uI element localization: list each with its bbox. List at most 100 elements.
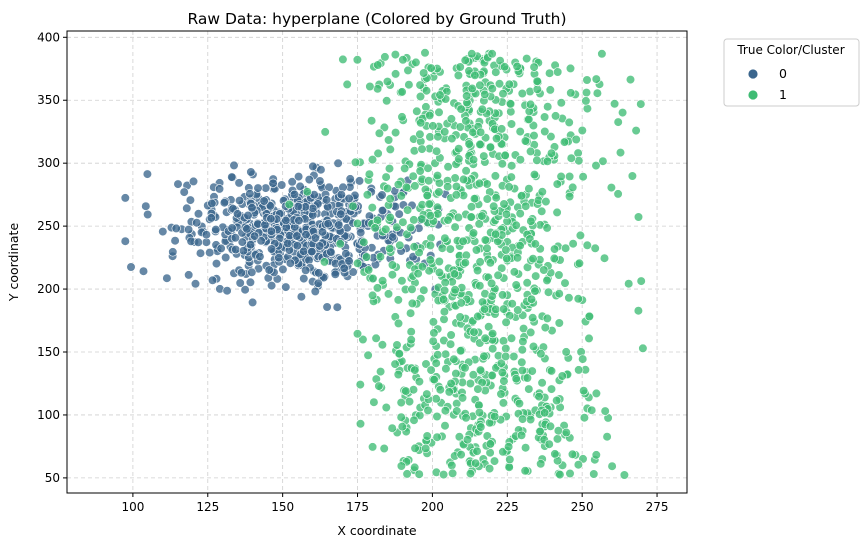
ticks: 100 125 150 175 200 225 250 275 50 100 150 200 250 30… bbox=[37, 30, 668, 514]
y-tick-label: 250 bbox=[37, 219, 60, 233]
x-tick-label: 225 bbox=[496, 500, 519, 514]
x-tick-label: 100 bbox=[121, 500, 144, 514]
data-point-1 bbox=[415, 80, 425, 90]
data-point-1 bbox=[561, 347, 571, 357]
data-point-1 bbox=[474, 407, 485, 418]
data-point-0 bbox=[310, 233, 321, 243]
data-point-1 bbox=[527, 366, 537, 376]
data-point-1 bbox=[521, 201, 531, 211]
data-point-0 bbox=[268, 178, 278, 188]
data-point-1 bbox=[352, 218, 363, 229]
data-point-1 bbox=[506, 333, 517, 343]
data-point-1 bbox=[638, 343, 648, 353]
data-point-1 bbox=[348, 201, 358, 211]
data-point-0 bbox=[322, 195, 332, 205]
data-point-1 bbox=[390, 49, 401, 60]
data-point-1 bbox=[515, 155, 526, 165]
data-point-1 bbox=[428, 317, 439, 327]
data-point-1 bbox=[515, 127, 525, 137]
data-point-1 bbox=[447, 460, 457, 471]
data-point-1 bbox=[451, 369, 461, 379]
data-point-1 bbox=[477, 211, 487, 221]
data-point-1 bbox=[460, 55, 470, 65]
data-point-1 bbox=[504, 182, 514, 192]
data-point-1 bbox=[598, 156, 608, 166]
data-point-1 bbox=[624, 279, 634, 289]
data-point-1 bbox=[406, 327, 416, 337]
data-point-1 bbox=[381, 402, 391, 413]
data-point-1 bbox=[397, 422, 407, 432]
data-point-0 bbox=[266, 214, 276, 224]
data-point-0 bbox=[294, 216, 304, 226]
data-point-0 bbox=[184, 225, 194, 235]
data-point-1 bbox=[406, 308, 416, 318]
data-point-0 bbox=[238, 246, 249, 256]
data-point-0 bbox=[179, 187, 189, 197]
data-point-1 bbox=[544, 68, 555, 78]
data-point-1 bbox=[557, 371, 567, 381]
data-point-1 bbox=[545, 85, 555, 95]
data-point-0 bbox=[193, 209, 204, 219]
data-point-1 bbox=[414, 377, 425, 387]
data-point-1 bbox=[530, 286, 540, 296]
data-point-0 bbox=[235, 196, 245, 206]
data-point-1 bbox=[439, 470, 449, 480]
data-point-1 bbox=[425, 211, 435, 221]
data-point-1 bbox=[425, 132, 435, 142]
data-point-1 bbox=[383, 289, 394, 299]
data-point-1 bbox=[581, 87, 592, 98]
data-point-1 bbox=[550, 449, 560, 459]
data-point-1 bbox=[532, 76, 542, 86]
data-point-1 bbox=[504, 79, 515, 89]
data-point-1 bbox=[561, 427, 571, 438]
data-point-1 bbox=[494, 79, 505, 89]
data-point-0 bbox=[170, 236, 180, 246]
data-point-0 bbox=[143, 209, 153, 220]
data-point-1 bbox=[390, 359, 400, 369]
data-point-0 bbox=[230, 233, 240, 243]
data-point-1 bbox=[484, 322, 494, 332]
data-point-1 bbox=[459, 174, 469, 184]
data-point-0 bbox=[323, 219, 333, 229]
data-point-1 bbox=[426, 63, 436, 73]
data-point-0 bbox=[158, 227, 168, 237]
data-point-1 bbox=[446, 330, 456, 340]
data-point-1 bbox=[540, 323, 550, 333]
data-point-1 bbox=[424, 176, 434, 186]
data-point-0 bbox=[237, 237, 247, 247]
data-point-0 bbox=[377, 206, 388, 216]
data-point-1 bbox=[549, 253, 559, 263]
data-point-1 bbox=[421, 86, 432, 96]
data-point-0 bbox=[332, 302, 342, 312]
data-point-1 bbox=[396, 398, 406, 408]
data-point-1 bbox=[470, 70, 480, 80]
data-point-0 bbox=[308, 161, 318, 171]
y-tick-label: 200 bbox=[37, 282, 60, 296]
data-point-1 bbox=[355, 380, 365, 390]
data-point-1 bbox=[460, 258, 470, 268]
data-point-1 bbox=[434, 187, 444, 197]
data-point-1 bbox=[546, 366, 557, 376]
data-point-1 bbox=[402, 469, 412, 479]
data-point-0 bbox=[246, 240, 256, 250]
data-point-1 bbox=[447, 134, 457, 144]
data-point-1 bbox=[524, 184, 534, 194]
data-point-1 bbox=[417, 262, 427, 272]
data-point-1 bbox=[496, 389, 506, 399]
data-point-1 bbox=[485, 142, 496, 152]
points bbox=[120, 48, 648, 480]
data-point-0 bbox=[247, 267, 257, 277]
data-point-1 bbox=[445, 244, 455, 254]
data-point-1 bbox=[531, 271, 541, 281]
data-point-1 bbox=[412, 106, 422, 116]
legend-label-0: 0 bbox=[779, 66, 787, 81]
data-point-1 bbox=[578, 172, 588, 182]
data-point-1 bbox=[480, 333, 490, 343]
data-point-1 bbox=[409, 215, 419, 225]
data-point-1 bbox=[564, 117, 574, 127]
data-point-1 bbox=[511, 220, 521, 230]
data-point-1 bbox=[387, 423, 397, 433]
data-point-1 bbox=[450, 222, 460, 232]
data-point-1 bbox=[498, 447, 508, 457]
data-point-1 bbox=[636, 276, 646, 286]
